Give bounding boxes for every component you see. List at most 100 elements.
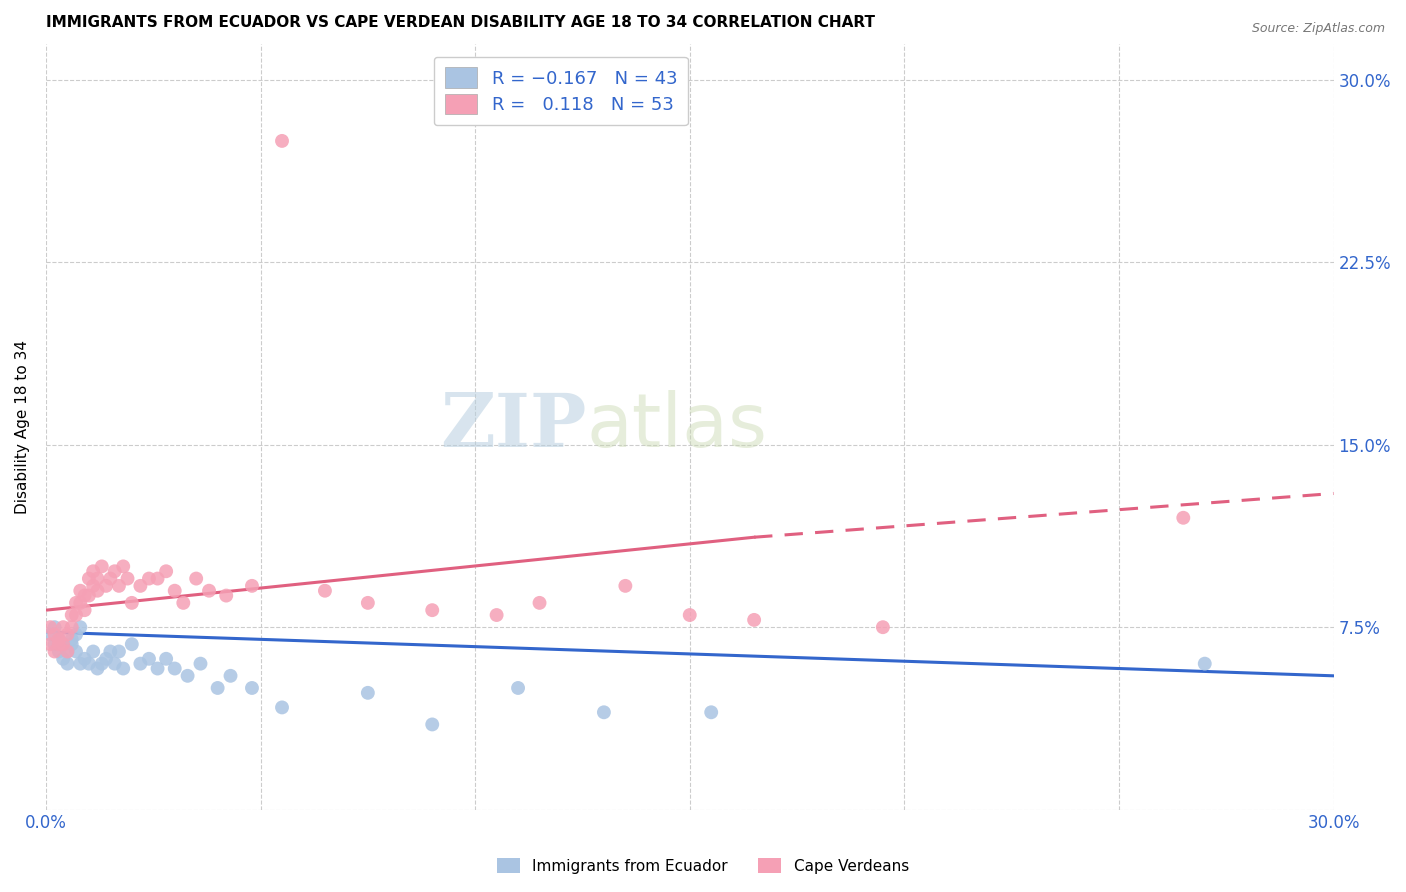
Point — [60, 620, 83, 634]
Point — [121, 596, 143, 610]
Point — [108, 579, 131, 593]
Point — [146, 661, 169, 675]
Point — [506, 681, 529, 695]
Point — [529, 596, 551, 610]
Point — [60, 637, 83, 651]
Point — [129, 657, 152, 671]
Point — [86, 583, 108, 598]
Point — [357, 686, 380, 700]
Point — [56, 644, 79, 658]
Point — [155, 652, 177, 666]
Point — [215, 589, 238, 603]
Point — [77, 572, 100, 586]
Point — [198, 583, 221, 598]
Point — [186, 572, 208, 586]
Text: IMMIGRANTS FROM ECUADOR VS CAPE VERDEAN DISABILITY AGE 18 TO 34 CORRELATION CHAR: IMMIGRANTS FROM ECUADOR VS CAPE VERDEAN … — [46, 15, 875, 30]
Point — [207, 681, 229, 695]
Point — [314, 583, 336, 598]
Point — [94, 579, 117, 593]
Point — [240, 681, 263, 695]
Point — [485, 607, 508, 622]
Point — [117, 572, 139, 586]
Point — [190, 657, 212, 671]
Point — [39, 637, 62, 651]
Point — [86, 661, 108, 675]
Point — [82, 579, 104, 593]
Point — [56, 627, 79, 641]
Point — [112, 559, 135, 574]
Point — [65, 596, 87, 610]
Point — [69, 657, 91, 671]
Point — [112, 661, 135, 675]
Point — [104, 564, 127, 578]
Text: Source: ZipAtlas.com: Source: ZipAtlas.com — [1251, 22, 1385, 36]
Point — [240, 579, 263, 593]
Point — [700, 706, 723, 720]
Point — [73, 603, 96, 617]
Point — [271, 700, 294, 714]
Point — [86, 572, 108, 586]
Point — [48, 632, 70, 647]
Point — [39, 620, 62, 634]
Point — [73, 589, 96, 603]
Point — [172, 596, 194, 610]
Y-axis label: Disability Age 18 to 34: Disability Age 18 to 34 — [15, 340, 30, 514]
Point — [60, 632, 83, 647]
Point — [614, 579, 637, 593]
Point — [357, 596, 380, 610]
Point — [108, 644, 131, 658]
Point — [82, 644, 104, 658]
Point — [69, 596, 91, 610]
Point — [44, 627, 66, 641]
Point — [65, 627, 87, 641]
Point — [69, 620, 91, 634]
Point — [1173, 510, 1195, 524]
Point — [44, 620, 66, 634]
Point — [90, 559, 112, 574]
Legend: Immigrants from Ecuador, Cape Verdeans: Immigrants from Ecuador, Cape Verdeans — [491, 852, 915, 880]
Point — [56, 657, 79, 671]
Point — [65, 607, 87, 622]
Point — [129, 579, 152, 593]
Point — [77, 657, 100, 671]
Point — [121, 637, 143, 651]
Point — [420, 603, 443, 617]
Point — [219, 669, 242, 683]
Point — [44, 644, 66, 658]
Text: atlas: atlas — [586, 390, 768, 463]
Point — [94, 652, 117, 666]
Point — [52, 637, 75, 651]
Point — [52, 620, 75, 634]
Point — [155, 564, 177, 578]
Point — [48, 644, 70, 658]
Point — [56, 644, 79, 658]
Point — [69, 583, 91, 598]
Point — [60, 607, 83, 622]
Point — [163, 661, 186, 675]
Point — [98, 644, 121, 658]
Point — [90, 657, 112, 671]
Point — [176, 669, 198, 683]
Point — [104, 657, 127, 671]
Point — [52, 637, 75, 651]
Point — [82, 564, 104, 578]
Point — [77, 589, 100, 603]
Point — [271, 134, 294, 148]
Point — [1194, 657, 1216, 671]
Point — [138, 572, 160, 586]
Point — [98, 572, 121, 586]
Point — [593, 706, 616, 720]
Point — [52, 652, 75, 666]
Point — [872, 620, 894, 634]
Point — [44, 637, 66, 651]
Legend: R = −0.167   N = 43, R =   0.118   N = 53: R = −0.167 N = 43, R = 0.118 N = 53 — [434, 56, 688, 125]
Point — [742, 613, 765, 627]
Point — [73, 652, 96, 666]
Point — [48, 637, 70, 651]
Point — [679, 607, 702, 622]
Point — [163, 583, 186, 598]
Point — [65, 644, 87, 658]
Point — [39, 627, 62, 641]
Point — [138, 652, 160, 666]
Point — [146, 572, 169, 586]
